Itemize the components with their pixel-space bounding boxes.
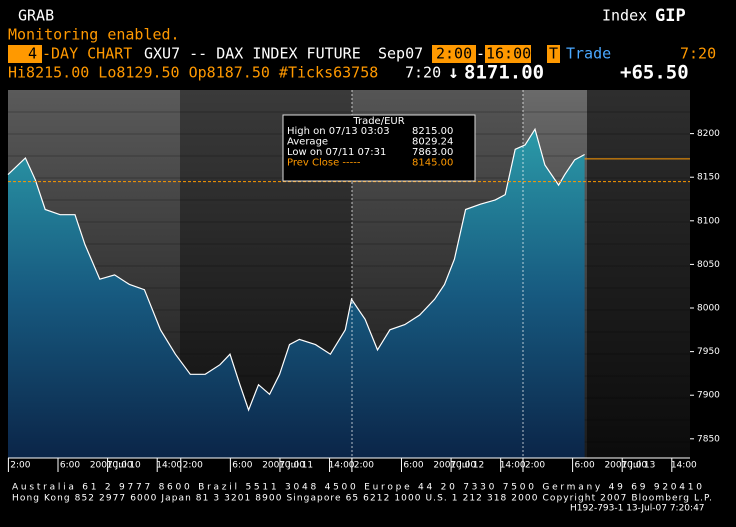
summary: Hi8215.00 Lo8129.50 Op8187.50 #Ticks6375… [8, 64, 378, 82]
y-tick-label: 7950 [697, 347, 720, 357]
update-time: 7:20 [405, 64, 441, 82]
end[interactable]: 16:00 [486, 45, 531, 63]
x-date-label: 2007 Jul 12 [433, 461, 484, 471]
y-tick-label: 8000 [697, 304, 720, 314]
x-date-label: 2007 Jul 10 [90, 461, 141, 471]
y-tick-label: 8050 [697, 260, 720, 270]
x-tick-label: 14:00 [671, 461, 697, 471]
stats-label: Average [287, 137, 328, 148]
x-tick-label: 10:00 [450, 461, 476, 471]
security: GXU7 -- DAX INDEX FUTURE [144, 45, 361, 63]
y-tick-label: 8100 [697, 216, 720, 226]
y-tick-label: 7900 [697, 391, 720, 401]
stats-title: Trade/EUR [352, 116, 404, 127]
x-tick-label: 10:00 [107, 461, 133, 471]
x-tick-label: 6:00 [232, 461, 252, 471]
start[interactable]: 2:00 [436, 45, 472, 63]
x-date-label: 2007 Jul 13 [604, 461, 655, 471]
header-index: Index [602, 7, 647, 25]
contract: Sep07 [378, 45, 423, 63]
last-price: 8171.00 [464, 62, 544, 84]
x-tick-label: 14:00 [500, 461, 526, 471]
x-tick-label: 2:00 [10, 461, 30, 471]
header-title: GRAB [18, 7, 54, 25]
price-line [7, 127, 585, 412]
x-tick-label: 2:00 [183, 461, 203, 471]
y-tick-label: 7850 [697, 434, 720, 444]
y-tick-label: 8150 [697, 173, 720, 183]
days[interactable]: 4 [28, 45, 37, 63]
area [8, 129, 585, 458]
y-tick-label: 8200 [697, 129, 720, 139]
x-tick-label: 6:00 [60, 461, 80, 471]
x-tick-label: 10:00 [279, 461, 305, 471]
header-ticker: GIP [655, 6, 686, 26]
footer-line: H192-793-1 13-Jul-07 7:20:47 [570, 504, 705, 514]
stats-value: 8215.00 [412, 126, 453, 137]
x-tick-label: 2:00 [525, 461, 545, 471]
status: Monitoring enabled. [8, 26, 180, 44]
stats-label: Low on 07/11 07:31 [287, 147, 386, 158]
stats-label: High on 07/13 03:03 [287, 126, 390, 137]
stats-box [282, 114, 476, 182]
mode-box[interactable] [547, 45, 560, 63]
mode-label: Trade [566, 45, 611, 63]
stats-value: 8145.00 [412, 158, 453, 169]
x-tick-label: 14:00 [329, 461, 355, 471]
change: +65.50 [620, 62, 689, 84]
x-tick-label: 14:00 [156, 461, 182, 471]
stats-value: 7863.00 [412, 147, 453, 158]
x-date-label: 2007 Jul 11 [262, 461, 313, 471]
stats-label: Prev Close ----- [287, 158, 361, 169]
time: 7:20 [680, 45, 716, 63]
end-box[interactable] [485, 45, 531, 63]
footer-line: Hong Kong 852 2977 6000 Japan 81 3 3201 … [12, 494, 712, 504]
x-tick-label: 6:00 [574, 461, 594, 471]
days-box[interactable] [8, 45, 42, 63]
x-tick-label: 6:00 [403, 461, 423, 471]
stats-value: 8029.24 [412, 137, 453, 148]
dash: - [476, 45, 485, 63]
start-box[interactable] [432, 45, 476, 63]
x-tick-label: 2:00 [354, 461, 374, 471]
x-tick-label: 10:00 [621, 461, 647, 471]
chart-name: -DAY CHART [42, 45, 132, 63]
plot: 7850 7900 7950 8000 8050 8100 8150 8200 2:00 6:00… [7, 90, 720, 472]
mode[interactable]: T [549, 45, 558, 63]
arrow: ↓ [448, 62, 459, 83]
